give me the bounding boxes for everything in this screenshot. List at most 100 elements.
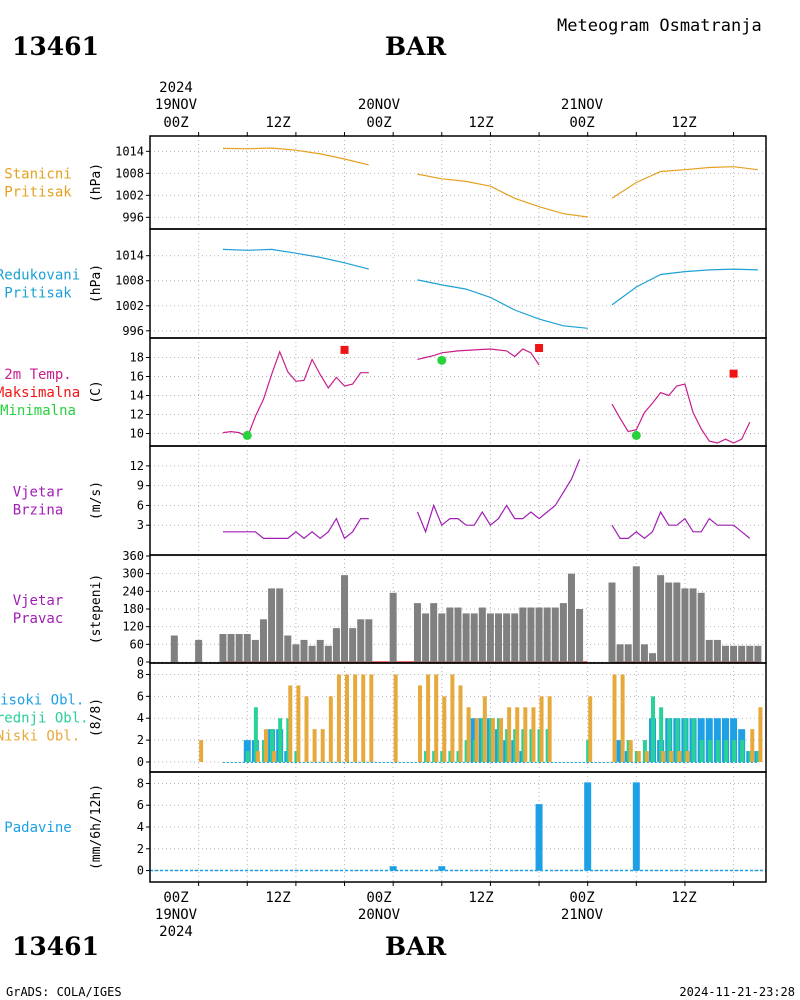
cloud-cover-bar <box>278 718 283 762</box>
cloud-cover-bar <box>616 740 624 762</box>
wind-direction-bar <box>413 603 421 662</box>
cloud-cover-bar <box>245 751 250 762</box>
top-year-label: 2024 <box>159 80 193 96</box>
bottom-hour-label-4: 12Z <box>468 890 493 906</box>
series-line <box>611 383 751 444</box>
panel-label: Srednji Obl. <box>0 711 89 727</box>
cloud-cover-bar <box>531 707 536 762</box>
wind-direction-bar <box>276 588 284 662</box>
top-hour-label-6: 12Z <box>671 115 696 131</box>
bottom-hour-label-2: 12Z <box>265 890 290 906</box>
panel-1: 996 1002 1008 1014 Stanicni Pritisak (hPa) <box>4 135 767 230</box>
y-tick-label: 1002 <box>115 188 144 202</box>
y-tick-label: 2 <box>137 733 144 747</box>
cloud-cover-bar <box>263 729 268 762</box>
panel-label: Pritisak <box>4 286 72 302</box>
wind-direction-bar <box>665 582 673 662</box>
panel-frame <box>149 771 767 883</box>
cloud-cover-bar <box>588 696 593 762</box>
max-temp-marker <box>340 345 349 354</box>
y-tick-label: 6 <box>137 689 144 703</box>
station-id-bottom: 13461 <box>12 932 99 961</box>
panel-3: 10 12 14 16 18 2m Temp. Maksimalna Minimalna (C) <box>0 337 767 447</box>
wind-direction-bar <box>616 644 624 662</box>
wind-direction-bar <box>195 639 203 662</box>
y-tick-label: 120 <box>122 620 144 634</box>
wind-direction-bar <box>511 613 519 662</box>
series-line <box>417 348 540 366</box>
cloud-cover-bar <box>320 729 325 762</box>
wind-direction-bar <box>300 639 308 662</box>
y-tick-label: 18 <box>130 351 144 365</box>
panel-2: 996 1002 1008 1014 Redukovani Pritisak (hPa) <box>0 228 767 339</box>
y-tick-label: 0 <box>137 755 144 769</box>
y-tick-label: 3 <box>137 518 144 532</box>
y-tick-label: 8 <box>137 776 144 790</box>
wind-direction-bar <box>576 609 584 662</box>
series-line <box>611 268 758 306</box>
cloud-cover-bar <box>458 685 463 762</box>
y-tick-label: 1014 <box>115 144 144 158</box>
wind-direction-bar <box>567 573 575 662</box>
y-tick-label: 12 <box>130 459 144 473</box>
y-tick-label: 996 <box>122 324 144 338</box>
min-temp-marker <box>631 430 641 440</box>
cloud-cover-bar <box>296 685 301 762</box>
wind-direction-bar <box>730 645 738 662</box>
cloud-cover-bar <box>345 674 350 762</box>
top-day-label-2: 20NOV <box>358 97 401 113</box>
wind-direction-bar <box>219 634 227 662</box>
cloud-cover-bar <box>675 718 680 762</box>
bottom-day-label-2: 20NOV <box>358 907 401 923</box>
cloud-cover-bar <box>199 740 204 762</box>
series-line <box>611 510 751 540</box>
panel-unit-label: (mm/6h/12h) <box>89 784 104 870</box>
precipitation-bar <box>389 866 397 871</box>
bottom-hour-label-1: 00Z <box>163 890 188 906</box>
cloud-cover-bar <box>312 729 317 762</box>
wind-direction-bar <box>681 588 689 662</box>
cloud-cover-bar <box>272 751 277 762</box>
bottom-hour-label-6: 12Z <box>671 890 696 906</box>
panel-label: Pritisak <box>4 185 72 201</box>
y-tick-label: 10 <box>130 427 144 441</box>
cloud-cover-bar <box>669 751 674 762</box>
cloud-cover-bar <box>270 729 275 762</box>
wind-direction-bar <box>649 653 657 662</box>
max-temp-marker <box>729 369 738 378</box>
panel-unit-label: (8/8) <box>89 698 104 737</box>
y-tick-label: 12 <box>130 408 144 422</box>
panel-marks-3 <box>222 344 751 444</box>
cloud-cover-bar <box>707 740 712 762</box>
cloud-cover-bar <box>442 696 447 762</box>
y-tick-label: 9 <box>137 479 144 493</box>
wind-direction-bar <box>170 635 178 662</box>
bottom-hour-label-3: 00Z <box>366 890 391 906</box>
y-tick-label: 16 <box>130 370 144 384</box>
wind-direction-bar <box>251 639 259 662</box>
cloud-cover-bar <box>482 696 487 762</box>
cloud-cover-bar <box>353 674 358 762</box>
cloud-cover-bar <box>507 707 512 762</box>
top-day-label-3: 21NOV <box>561 97 604 113</box>
y-tick-label: 4 <box>137 820 144 834</box>
cloud-cover-bar <box>732 740 737 762</box>
wind-direction-bar <box>657 575 665 662</box>
top-hour-label-4: 12Z <box>468 115 493 131</box>
panel-label: Vjetar <box>13 485 64 501</box>
panel-label: Maksimalna <box>0 385 80 401</box>
panel-marks-5 <box>170 566 762 663</box>
wind-direction-bar <box>243 634 251 662</box>
wind-direction-bar <box>324 645 332 662</box>
panel-frame <box>149 135 767 230</box>
cloud-cover-bar <box>740 740 745 762</box>
wind-direction-bar <box>454 607 462 662</box>
panel-unit-label: (hPa) <box>89 264 104 303</box>
wind-direction-bar <box>551 607 559 662</box>
y-tick-label: 0 <box>137 864 144 878</box>
series-line <box>416 459 581 534</box>
cloud-cover-bar <box>523 707 528 762</box>
wind-direction-bar <box>462 613 470 662</box>
series-line <box>222 147 369 166</box>
